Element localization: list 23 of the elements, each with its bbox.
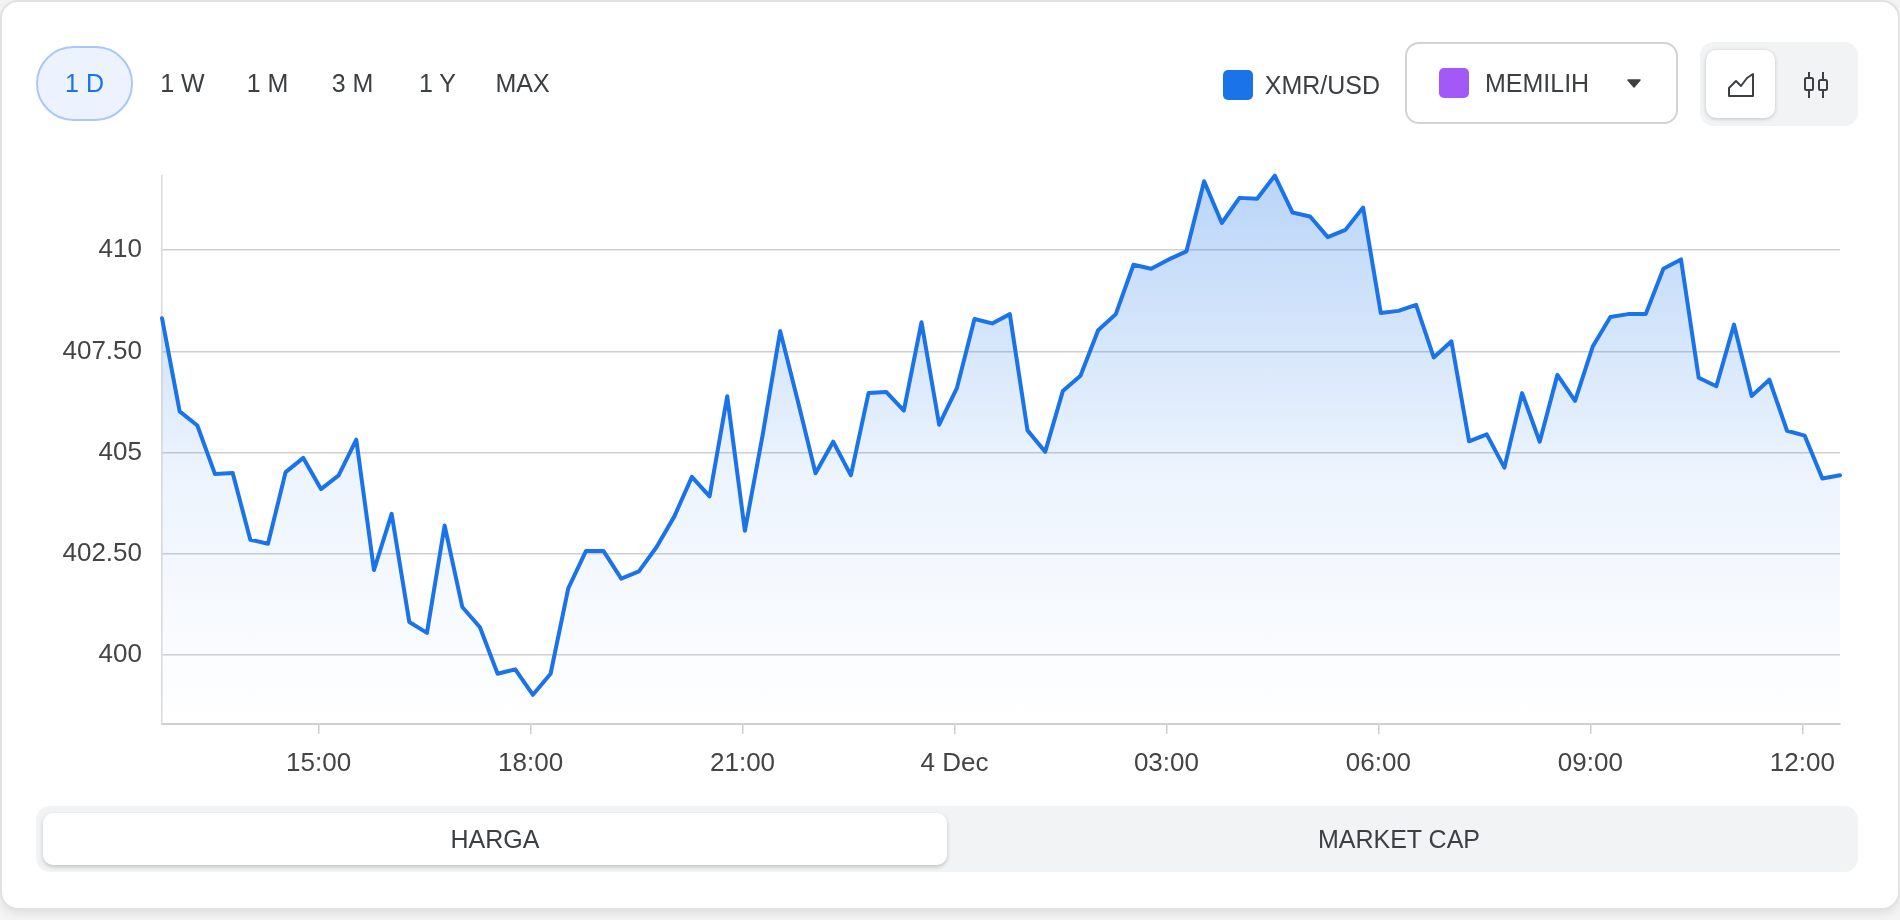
tab-bar: HARGA MARKET CAP bbox=[36, 806, 1858, 872]
x-tick-label: 15:00 bbox=[286, 746, 352, 777]
y-tick-label: 402.50 bbox=[62, 537, 142, 568]
legend-label: XMR/USD bbox=[1264, 70, 1380, 101]
text: 3 M bbox=[331, 69, 374, 98]
text: 1 W bbox=[160, 69, 205, 98]
text: 1 Y bbox=[418, 69, 457, 98]
x-tick-label: 06:00 bbox=[1345, 746, 1411, 777]
text: MAX bbox=[495, 69, 550, 98]
x-tick-label: 03:00 bbox=[1133, 746, 1199, 777]
y-tick-label: 410 bbox=[98, 233, 142, 264]
x-tick-label: 4 Dec bbox=[920, 746, 989, 777]
x-tick-label: 18:00 bbox=[498, 746, 564, 777]
x-tick-label: 12:00 bbox=[1769, 746, 1835, 777]
x-tick-label: 21:00 bbox=[709, 746, 776, 777]
y-tick-label: 407.50 bbox=[62, 334, 142, 365]
text: 1 M bbox=[246, 69, 289, 98]
dropdown[interactable]: MEMILIH bbox=[1405, 42, 1678, 124]
y-tick-label: 405 bbox=[98, 435, 142, 466]
toggle-button[interactable] bbox=[1706, 50, 1775, 118]
x-tick-label: 09:00 bbox=[1557, 746, 1623, 777]
y-tick-label: 400 bbox=[98, 638, 142, 669]
tab[interactable]: HARGA bbox=[43, 813, 947, 865]
